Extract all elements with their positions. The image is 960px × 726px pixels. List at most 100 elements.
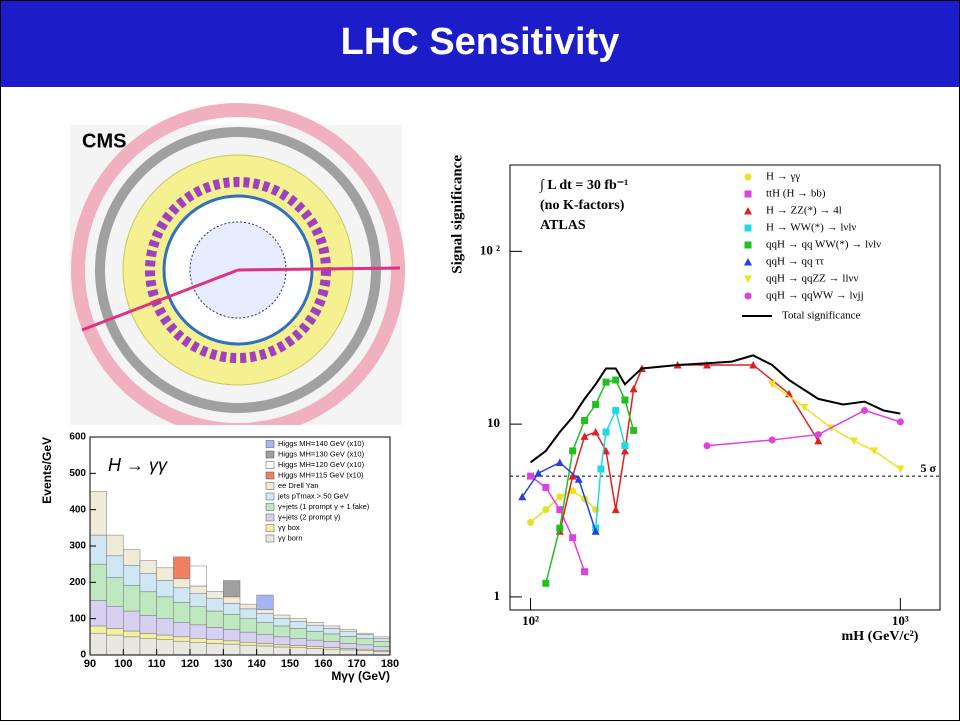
hist-bar [173,636,191,642]
hist-bar [206,610,224,628]
hist-bar [239,644,257,656]
point [602,378,610,386]
hist-bar [206,627,224,640]
point [744,224,752,232]
y-tick-label: 10 ² [480,242,500,257]
point [814,436,823,445]
hist-bar [139,591,157,616]
point [556,493,564,501]
legend-label: Higgs MH=140 GeV (x10) [278,439,365,448]
y-tick-label: 300 [69,541,86,552]
hist-bar [156,639,174,656]
legend-swatch [265,440,275,448]
hist-bar [256,634,274,644]
hist-bar [306,639,324,647]
point [597,465,605,473]
hist-bar [189,624,207,639]
x-tick-label: 150 [281,658,299,670]
point [518,492,527,501]
point [744,207,752,215]
legend-swatch [265,450,275,459]
annotation: ATLAS [540,218,586,233]
hist-bar [239,603,257,610]
point [749,360,758,369]
hist-bar [106,534,124,557]
point [556,506,564,514]
hist-bar [306,648,324,656]
point [612,376,620,384]
point [850,437,859,445]
hist-bar [323,641,341,648]
hist-bar [356,634,374,639]
point [569,534,577,542]
legend-label: qqH → qqZZ → llνν [766,273,858,285]
hist-bar [139,615,157,634]
point [574,475,583,483]
hist-bar [239,608,257,619]
point [556,524,564,532]
point [581,568,589,576]
hist-bar [223,596,241,604]
x-tick-label: 110 [148,658,166,670]
hist-bar [323,648,341,656]
hist-bar [189,642,207,656]
hist-bar [156,596,174,619]
hist-bar [223,643,241,656]
y-tick-label: 500 [69,468,86,479]
y-tick-label: 1 [494,588,501,603]
hist-bar [323,647,341,650]
hist-bar [306,646,324,649]
hist-bar [173,578,191,589]
hist-bar [106,555,124,578]
hist-bar [256,645,274,656]
hist-bar [289,647,307,656]
x-tick-label: 10³ [892,613,909,628]
hist-bar [106,606,124,629]
hist-bar [106,634,124,656]
hist-bar [373,641,391,647]
hist-bar [123,565,141,586]
x-tick-label: 160 [314,658,332,670]
series-line [771,383,901,470]
legend-swatch [265,461,275,469]
hist-bar [356,650,374,656]
point [896,465,905,473]
hist-bar [339,643,357,649]
hist-bar [289,645,307,648]
point [542,483,550,491]
hist-bar [356,638,374,646]
hist-bar [373,646,391,651]
hist-bar [189,585,207,594]
point [744,173,752,181]
hist-bar [123,610,141,632]
hist-bar [173,640,191,656]
slide-title: LHC Sensitivity [341,21,620,63]
hist-bar [256,643,274,647]
y-tick-label: 400 [69,504,86,515]
x-tick-label: 120 [181,658,199,670]
annotation: H → γγ [108,455,168,475]
point [580,432,589,440]
x-axis-label: mH (GeV/c²) [842,629,919,644]
point [591,428,600,436]
hist-bar [256,622,274,635]
legend-swatch [265,534,275,543]
point [602,446,611,455]
hist-bar [289,628,307,639]
point [581,416,589,424]
legend-label: H → γγ [766,171,800,183]
hist-bar [189,638,207,643]
point [768,380,777,389]
y-tick-label: 200 [69,577,86,588]
hist-bar [156,580,174,598]
point [870,447,879,455]
x-axis-label: Mγγ (GeV) [331,669,390,683]
hist-bar [139,573,157,593]
legend-swatch [265,503,275,511]
hist-bar [89,632,107,656]
hist-bar [123,630,141,638]
hist-bar [223,629,241,642]
hist-bar [123,585,141,612]
legend-label: ee Drell Yan [278,481,319,490]
